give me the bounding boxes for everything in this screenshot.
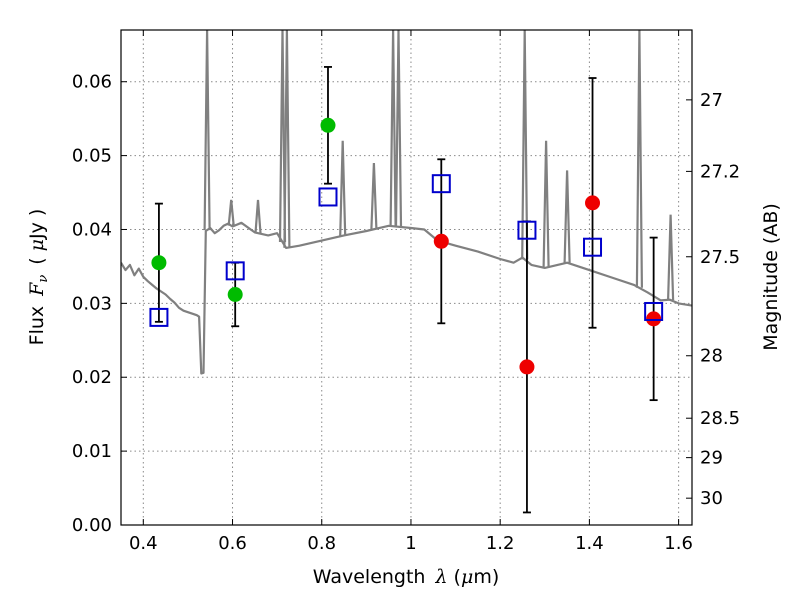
model-emission-line [370, 162, 378, 230]
blue-square [644, 301, 664, 321]
data-markers [149, 117, 664, 375]
y-axis-title: FluxFν(μJy ) [26, 209, 51, 346]
x-tick-label: 1 [405, 533, 416, 554]
model-emission-line [227, 199, 235, 226]
model-emission-line [339, 140, 347, 236]
grid [121, 30, 692, 526]
x-tick-label: 0.8 [307, 533, 336, 554]
model-spectrum [121, 30, 692, 375]
plot-frame [120, 29, 693, 526]
y2-tick-label: 30 [700, 488, 723, 509]
red-point [585, 195, 601, 211]
axis-ticks [121, 30, 692, 526]
y2-tick-label: 27 [700, 90, 723, 111]
y-tick-label: 0.01 [72, 441, 112, 462]
model-emission-line [203, 30, 211, 231]
blue-square [149, 307, 169, 327]
blue-square [431, 174, 451, 194]
y-tick-label: 0.05 [72, 146, 112, 167]
model-emission-line [542, 140, 550, 268]
x-tick-label: 1.2 [486, 533, 515, 554]
plot-background [121, 30, 692, 525]
y2-axis-title: Magnitude (AB) [760, 203, 782, 351]
model-emission-line [667, 214, 675, 301]
blue-square [225, 261, 245, 281]
x-tick-label: 1.4 [575, 533, 604, 554]
y2-tick-label: 28 [700, 346, 723, 367]
x-tick-label: 1.6 [664, 533, 693, 554]
red-point [646, 311, 662, 327]
y2-tick-label: 29 [700, 448, 723, 469]
x-axis-title: Wavelength λ (μm) [313, 566, 499, 588]
x-tick-label: 0.6 [218, 533, 247, 554]
model-emission-line [254, 199, 262, 234]
blue-square [318, 187, 338, 207]
green-point [151, 255, 167, 271]
green-point [320, 117, 336, 133]
model-emission-line [521, 30, 529, 260]
model-continuum [121, 221, 692, 375]
blue-square [583, 237, 603, 257]
y2-tick-label: 27.5 [700, 247, 740, 268]
model-emission-line [283, 30, 291, 248]
tick-labels: 0.4 0.6 0.8 1 1.2 1.4 1.6 0.00 0.01 0.02 0.03 0.04 0… [72, 72, 740, 554]
y-tick-label: 0.00 [72, 515, 112, 536]
x-tick-label: 0.4 [129, 533, 158, 554]
y2-tick-label: 28.5 [700, 408, 740, 429]
y-tick-label: 0.03 [72, 293, 112, 314]
model-emission-line [278, 30, 287, 243]
model-emission-line [563, 170, 571, 263]
red-point [519, 359, 535, 375]
y-tick-label: 0.04 [72, 219, 112, 240]
model-emission-line [389, 30, 397, 227]
y-tick-label: 0.06 [72, 72, 112, 93]
y2-tick-label: 27.2 [700, 161, 740, 182]
blue-square [517, 220, 537, 240]
green-point [227, 286, 243, 302]
red-point [433, 233, 449, 249]
y-tick-label: 0.02 [72, 367, 112, 388]
model-emission-line [394, 30, 403, 227]
model-emission-line [635, 30, 643, 288]
